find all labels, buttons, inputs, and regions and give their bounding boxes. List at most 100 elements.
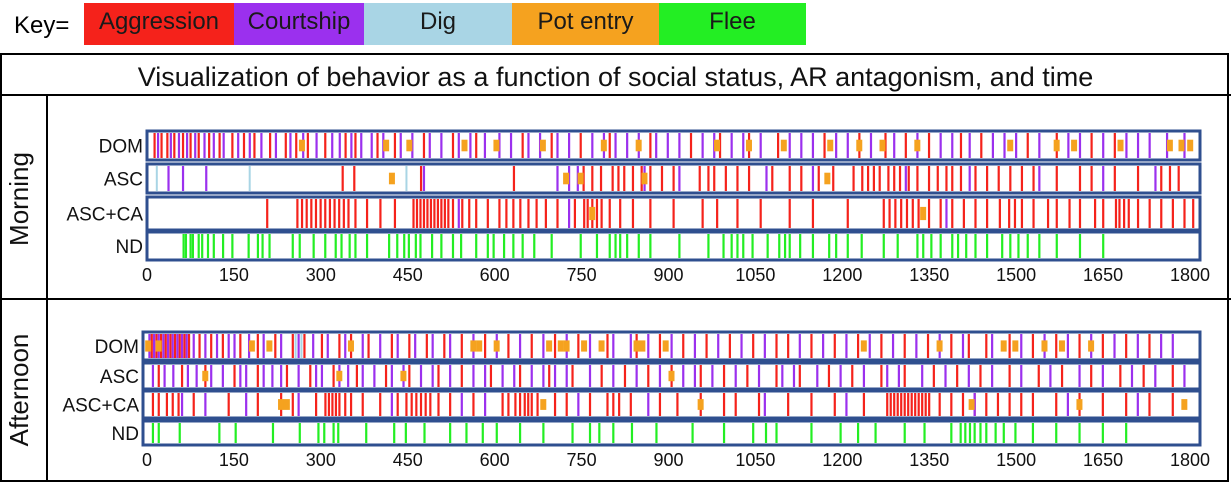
event-mark	[379, 199, 382, 228]
event-mark	[1020, 393, 1023, 416]
event-mark	[347, 199, 350, 228]
event-mark	[860, 340, 867, 352]
event-mark	[431, 334, 434, 358]
x-tick-label: 300	[306, 450, 336, 470]
event-mark	[361, 365, 364, 387]
event-mark	[550, 133, 553, 158]
event-mark	[221, 234, 225, 258]
event-mark	[296, 199, 299, 228]
event-mark	[1090, 365, 1093, 387]
event-mark	[589, 206, 596, 221]
event-mark	[611, 166, 614, 191]
event-mark	[766, 234, 769, 258]
event-mark	[649, 166, 652, 191]
event-mark	[542, 334, 545, 358]
event-mark	[950, 423, 953, 443]
event-mark	[178, 334, 181, 358]
event-mark	[986, 199, 989, 228]
event-mark	[996, 393, 1000, 416]
event-mark	[253, 133, 256, 158]
event-mark	[1009, 166, 1012, 191]
event-mark	[900, 199, 903, 228]
event-mark	[728, 334, 731, 358]
event-mark	[379, 334, 382, 358]
event-mark	[893, 393, 896, 416]
event-mark	[1101, 393, 1104, 416]
event-mark	[600, 199, 603, 228]
event-mark	[239, 334, 242, 358]
event-mark	[1055, 393, 1058, 416]
x-tick-label: 450	[393, 450, 423, 470]
event-mark	[342, 199, 345, 228]
event-mark	[591, 133, 594, 158]
event-mark	[678, 234, 681, 258]
event-mark	[469, 133, 472, 158]
event-mark	[399, 133, 402, 158]
event-mark	[419, 393, 423, 416]
event-mark	[672, 199, 675, 228]
event-mark	[928, 393, 931, 416]
event-mark	[1136, 199, 1140, 228]
event-mark	[787, 334, 790, 358]
event-mark	[950, 393, 953, 416]
event-mark	[985, 423, 988, 443]
event-mark	[614, 234, 617, 258]
event-mark	[406, 139, 413, 152]
event-mark	[1102, 199, 1105, 228]
event-mark	[1154, 365, 1157, 387]
event-mark	[798, 334, 801, 358]
legend-item-pot-entry: Pot entry	[512, 3, 659, 45]
event-mark	[419, 365, 423, 387]
event-mark	[997, 166, 1000, 191]
event-mark	[1171, 334, 1174, 358]
event-mark	[792, 365, 796, 387]
event-mark	[563, 340, 570, 352]
event-mark	[832, 166, 835, 191]
event-mark	[460, 234, 463, 258]
event-mark	[1008, 393, 1011, 416]
event-mark	[904, 166, 907, 191]
event-mark	[431, 365, 434, 387]
event-mark	[1031, 423, 1035, 443]
event-mark	[498, 199, 501, 228]
row-label: ASC	[100, 367, 139, 388]
event-mark	[903, 423, 906, 443]
event-mark	[157, 393, 160, 416]
event-mark	[518, 334, 522, 358]
event-mark	[334, 393, 338, 416]
event-mark	[334, 234, 337, 258]
event-mark	[204, 334, 207, 358]
event-mark	[324, 393, 327, 416]
event-mark	[164, 334, 167, 358]
event-mark	[917, 393, 920, 416]
event-mark	[588, 393, 592, 416]
row-nd: ND	[116, 230, 1202, 262]
event-mark	[297, 334, 300, 358]
event-mark	[221, 365, 224, 387]
event-mark	[422, 166, 426, 191]
event-mark	[1154, 166, 1157, 191]
event-mark	[151, 393, 155, 416]
event-mark	[828, 234, 831, 258]
event-mark	[184, 234, 188, 258]
event-mark	[291, 234, 294, 258]
event-mark	[403, 234, 406, 258]
event-mark	[959, 166, 963, 191]
event-mark	[944, 365, 947, 387]
event-mark	[297, 365, 300, 387]
event-mark	[717, 334, 720, 358]
event-mark	[1136, 393, 1139, 416]
event-mark	[384, 365, 388, 387]
event-mark	[178, 423, 181, 443]
event-mark	[670, 334, 673, 358]
event-mark	[512, 234, 515, 258]
event-mark	[633, 340, 640, 352]
chart-frame	[0, 53, 1229, 482]
event-mark	[939, 199, 942, 228]
event-mark	[355, 365, 358, 387]
event-mark	[461, 199, 464, 228]
event-mark	[182, 234, 185, 258]
event-mark	[896, 234, 899, 258]
event-mark	[898, 166, 902, 191]
event-mark	[210, 334, 213, 358]
